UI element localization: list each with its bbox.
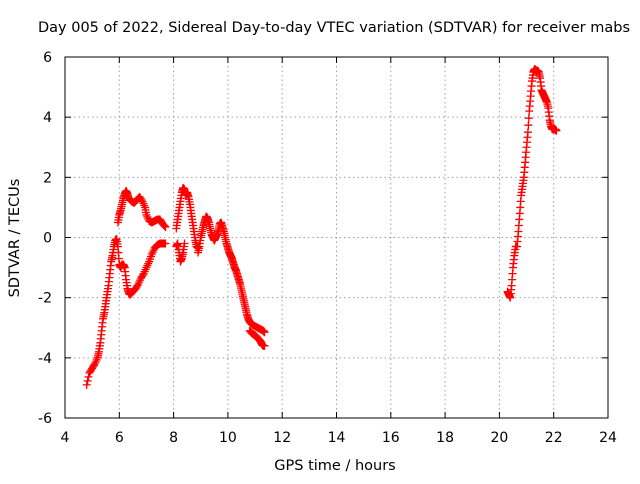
y-tick-label: 0 [43, 231, 52, 247]
data-point [138, 197, 147, 206]
data-point [161, 239, 170, 248]
data-point [180, 239, 189, 248]
data-point [138, 271, 147, 280]
data-point [260, 328, 269, 337]
data-point [159, 220, 168, 229]
data-point [92, 355, 101, 364]
data-point [160, 221, 169, 230]
y-tick-label: 2 [43, 170, 52, 186]
data-point [260, 341, 269, 350]
data-point [143, 261, 152, 270]
data-point [139, 269, 148, 278]
y-tick-label: -6 [38, 411, 52, 427]
data-point [137, 195, 146, 204]
axes [64, 56, 609, 419]
data-point [139, 199, 148, 208]
data-point [90, 359, 99, 368]
x-tick-label: 18 [436, 430, 454, 446]
x-tick-label: 6 [115, 430, 124, 446]
data-point [552, 126, 561, 135]
y-tick-label: 4 [43, 110, 52, 126]
chart-title: Day 005 of 2022, Sidereal Day-to-day VTE… [38, 20, 630, 36]
x-tick-label: 4 [61, 430, 70, 446]
x-tick-label: 24 [599, 430, 617, 446]
x-axis-label: GPS time / hours [274, 458, 395, 474]
data-point [135, 278, 144, 287]
y-tick-label: -2 [38, 291, 52, 307]
data-points [82, 65, 561, 389]
data-point [91, 357, 100, 366]
data-point [143, 212, 152, 221]
data-point [84, 372, 93, 381]
x-tick-label: 16 [382, 430, 400, 446]
data-point [142, 210, 151, 219]
data-point [524, 121, 533, 130]
x-tick-label: 14 [328, 430, 346, 446]
data-point [82, 380, 91, 389]
x-tick-label: 20 [490, 430, 508, 446]
data-point [136, 276, 145, 285]
data-point [89, 361, 98, 370]
x-tick-label: 12 [273, 430, 291, 446]
data-point [83, 376, 92, 385]
data-point [144, 259, 153, 268]
data-point [134, 280, 143, 289]
y-axis-label: SDTVAR / TECUs [7, 179, 23, 298]
x-tick-label: 10 [219, 430, 237, 446]
data-point [524, 114, 533, 123]
data-point [142, 263, 151, 272]
data-point [133, 281, 142, 290]
x-tick-label: 8 [169, 430, 178, 446]
data-point [140, 267, 149, 276]
data-point [140, 201, 149, 210]
data-point [523, 128, 532, 137]
data-point [147, 250, 156, 259]
data-point [161, 222, 170, 231]
y-tick-label: 6 [43, 50, 52, 66]
data-point [141, 265, 150, 274]
y-tick-label: -4 [38, 351, 52, 367]
x-tick-label: 22 [545, 430, 563, 446]
data-point [148, 248, 157, 257]
